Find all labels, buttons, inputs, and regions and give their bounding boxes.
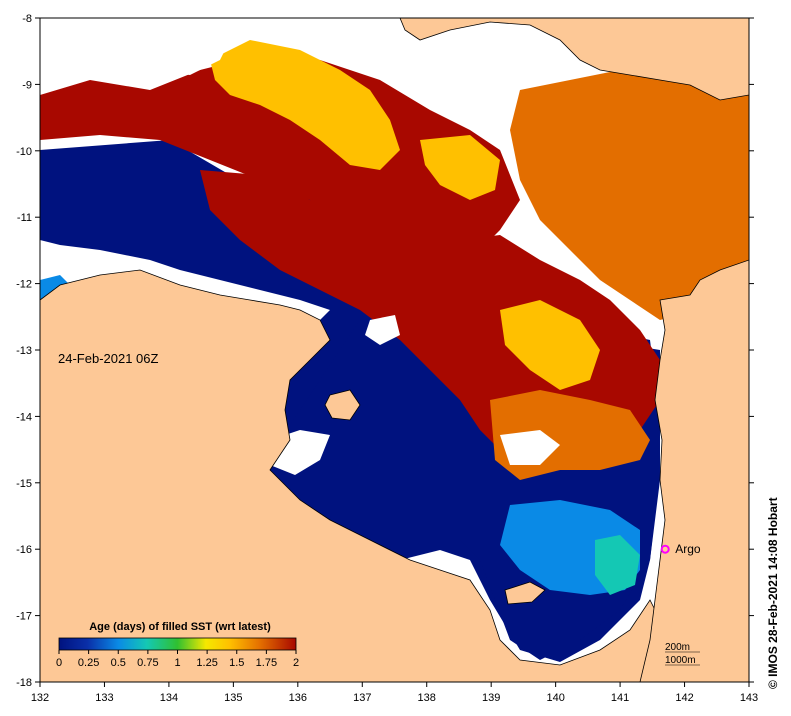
lon-tick-label: 133 [95, 692, 113, 704]
land-groote-eylandt [324, 389, 361, 421]
sst-age-1-5-east [420, 135, 500, 200]
colorbar-title: Age (days) of filled SST (wrt latest) [89, 621, 271, 633]
lon-tick-label: 135 [224, 692, 242, 704]
land-cape-york [639, 259, 749, 682]
lat-tick-label: -11 [17, 212, 32, 224]
lat-tick-label: -14 [16, 411, 32, 423]
lat-tick-label: -12 [16, 279, 32, 291]
lon-tick-label: 139 [482, 692, 500, 704]
colorbar-tick-label: 1.75 [256, 657, 277, 669]
cloud-patch-gulf [500, 430, 560, 465]
colorbar-tick-label: 1 [174, 657, 180, 669]
lon-tick-label: 136 [289, 692, 307, 704]
land-new-guinea [399, 18, 749, 101]
lon-tick-label: 141 [611, 692, 629, 704]
contour-200m-label: 200m [665, 642, 690, 653]
credit-text: © IMOS 28-Feb-2021 14:08 Hobart [766, 497, 780, 689]
lat-tick-label: -8 [22, 13, 32, 25]
colorbar-tick-label: 1.25 [196, 657, 217, 669]
lon-tick-label: 137 [353, 692, 371, 704]
sst-age-1-5-north [210, 40, 400, 170]
land-mornington-island [504, 581, 546, 605]
sst-age-1-75-east [510, 70, 749, 320]
colorbar-gradient [58, 637, 297, 651]
lat-tick-label: -16 [16, 544, 32, 556]
contour-legend: 200m 1000m [665, 642, 700, 666]
lat-tick-label: -13 [16, 345, 32, 357]
argo-marker-icon[interactable] [660, 544, 670, 554]
cloud-patch-north [120, 25, 230, 75]
colorbar-tick-label: 0.75 [137, 657, 158, 669]
colorbar-tick-label: 0.25 [78, 657, 99, 669]
sst-age-1-5-central [500, 300, 600, 390]
contour-1000m-label: 1000m [665, 655, 696, 666]
argo-marker[interactable]: Argo [660, 542, 701, 556]
map-layers [40, 18, 749, 682]
colorbar-tick-label: 2 [293, 657, 299, 669]
lon-tick-label: 138 [418, 692, 436, 704]
colorbar-tick-label: 0.5 [111, 657, 126, 669]
lon-tick-label: 140 [546, 692, 564, 704]
cloud-patch-northeast [420, 25, 560, 90]
lon-tick-label: 134 [160, 692, 178, 704]
lon-tick-label: 143 [740, 692, 758, 704]
latitude-axis: -8 -9 -10 -11 -12 -13 -14 -15 -16 -17 -18 [16, 13, 754, 689]
longitude-axis: 132 133 134 135 136 137 138 139 140 141 142 143 [31, 682, 758, 704]
colorbar-tick-label: 1.5 [229, 657, 244, 669]
colorbar-ticks: 0 0.25 0.5 0.75 1 1.25 1.5 1.75 2 [56, 650, 299, 669]
sst-age-0-75-gulf [595, 535, 640, 595]
date-label: 24-Feb-2021 06Z [58, 351, 159, 366]
lat-tick-label: -15 [16, 478, 32, 490]
lon-tick-label: 142 [675, 692, 693, 704]
argo-label: Argo [675, 542, 701, 556]
cloud-patch-center [365, 315, 400, 345]
lat-tick-label: -18 [16, 677, 32, 689]
sst-age-2-north [40, 55, 520, 270]
lon-tick-label: 132 [31, 692, 49, 704]
land-arnhem-land [40, 269, 661, 682]
lat-tick-label: -17 [16, 611, 32, 623]
colorbar-tick-label: 0 [56, 657, 62, 669]
lat-tick-label: -9 [22, 79, 32, 91]
lat-tick-label: -10 [16, 146, 32, 158]
